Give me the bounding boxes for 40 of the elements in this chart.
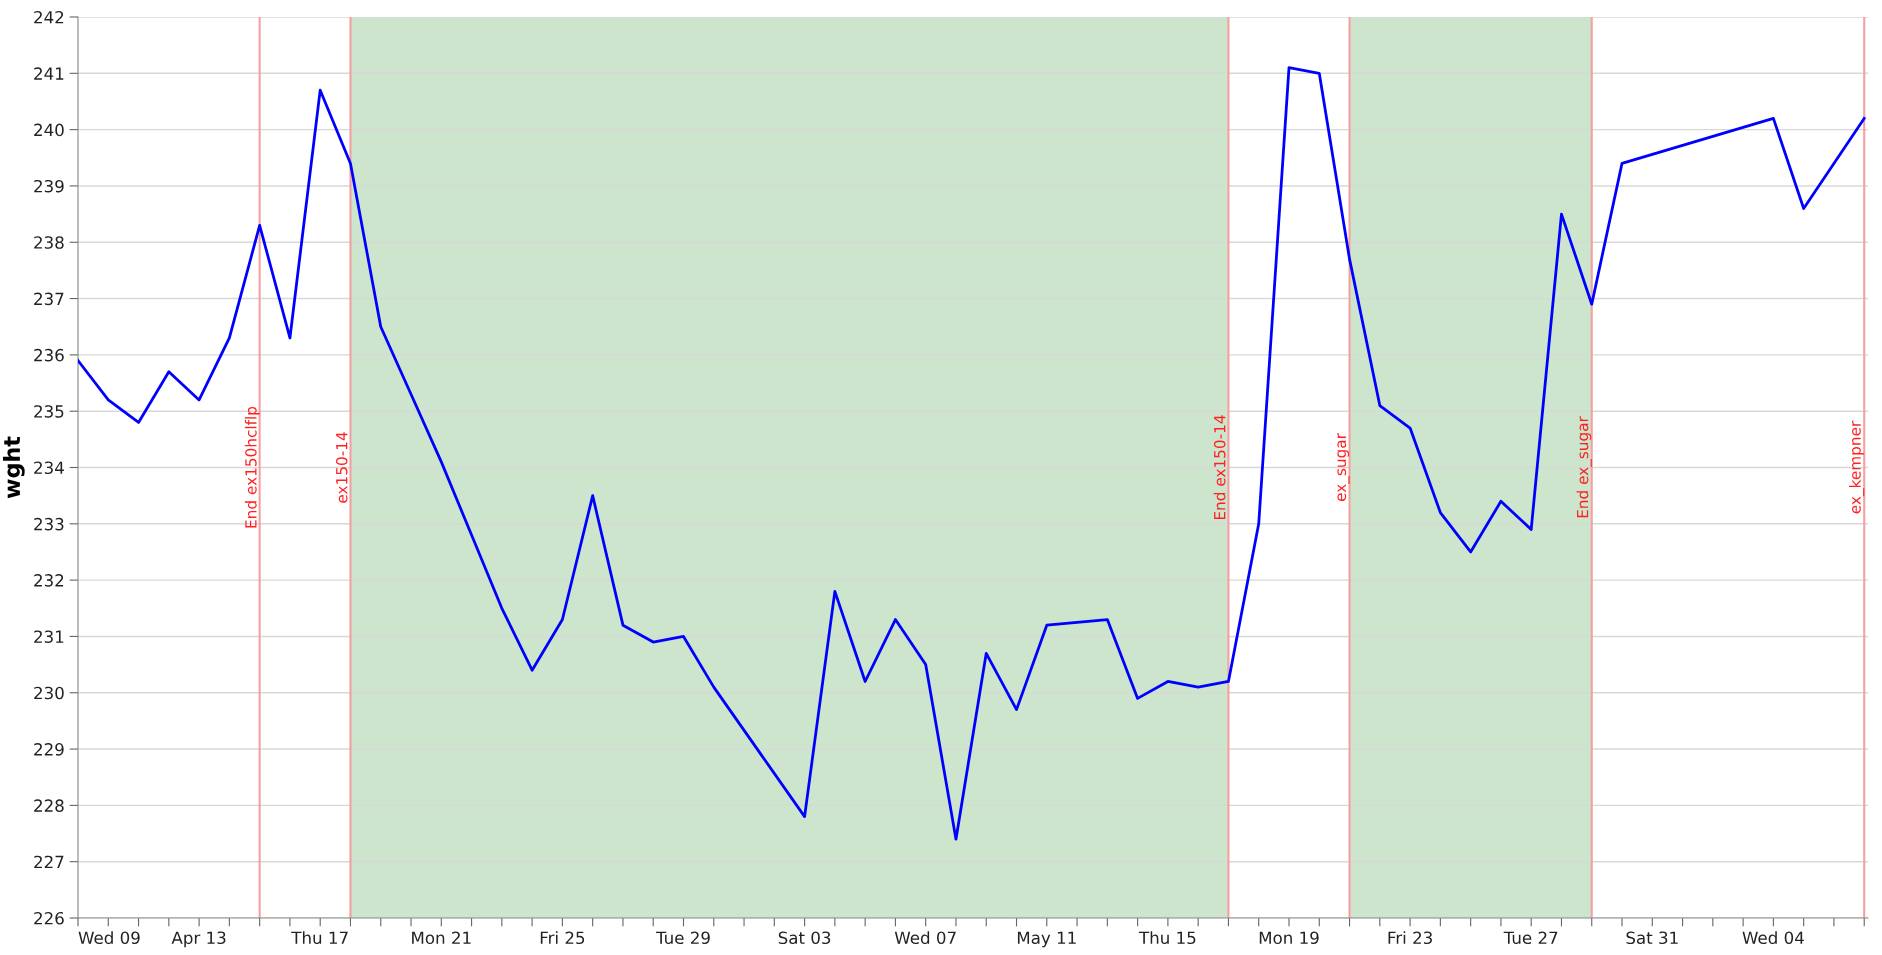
y-tick-label: 235: [34, 405, 64, 418]
y-axis-title: wght: [2, 436, 25, 499]
ref-line-label: End ex_sugar: [1576, 416, 1592, 518]
x-tick-label: Mon 19: [1259, 931, 1319, 945]
y-tick-label: 230: [34, 686, 64, 700]
x-tick-label: Wed 04: [1742, 931, 1804, 945]
x-tick-label: Wed 07: [894, 931, 956, 945]
x-tick-label: Tue 29: [655, 931, 710, 945]
y-tick-label: 242: [34, 10, 64, 24]
y-tick-label: 238: [34, 236, 64, 249]
y-tick-label: 228: [34, 799, 64, 812]
line-series: [78, 66, 1866, 841]
y-tick-label: 226: [34, 911, 64, 925]
x-tick-label: Thu 17: [291, 931, 348, 945]
y-tick-label: 236: [34, 348, 64, 362]
y-tick-label: 232: [34, 574, 64, 587]
x-tick-label: Tue 27: [1503, 931, 1558, 945]
x-tick-label: Apr 13: [171, 931, 226, 948]
x-tick-label: May 11: [1017, 931, 1076, 948]
y-tick-label: 239: [34, 179, 64, 193]
y-tick-label: 237: [34, 292, 64, 306]
x-tick-label: Mon 21: [412, 931, 471, 945]
x-tick-label: Wed 09: [78, 931, 140, 945]
x-tick-label: Fri 23: [1388, 931, 1432, 945]
y-tick-label: 233: [34, 517, 64, 531]
ref-line-label: End ex150hclflp: [244, 406, 260, 528]
ref-line-label: End ex150-14: [1213, 415, 1226, 520]
x-tick-label: Sat 03: [778, 931, 831, 945]
y-tick-label: 240: [34, 123, 64, 137]
x-tick-label: Sat 31: [1626, 931, 1678, 945]
ref-line-label: ex_sugar: [1337, 433, 1350, 502]
y-tick-label: 227: [34, 855, 64, 869]
ref-line-label: ex_kempner: [1849, 420, 1865, 514]
x-tick-label: Fri 25: [540, 931, 585, 945]
y-tick-label: 231: [34, 630, 64, 644]
x-tick-label: Thu 15: [1138, 931, 1196, 945]
ref-line-label: ex150-14: [335, 432, 348, 503]
y-tick-label: 229: [34, 743, 64, 756]
y-tick-label: 241: [34, 67, 64, 80]
y-tick-label: 234: [34, 461, 64, 475]
